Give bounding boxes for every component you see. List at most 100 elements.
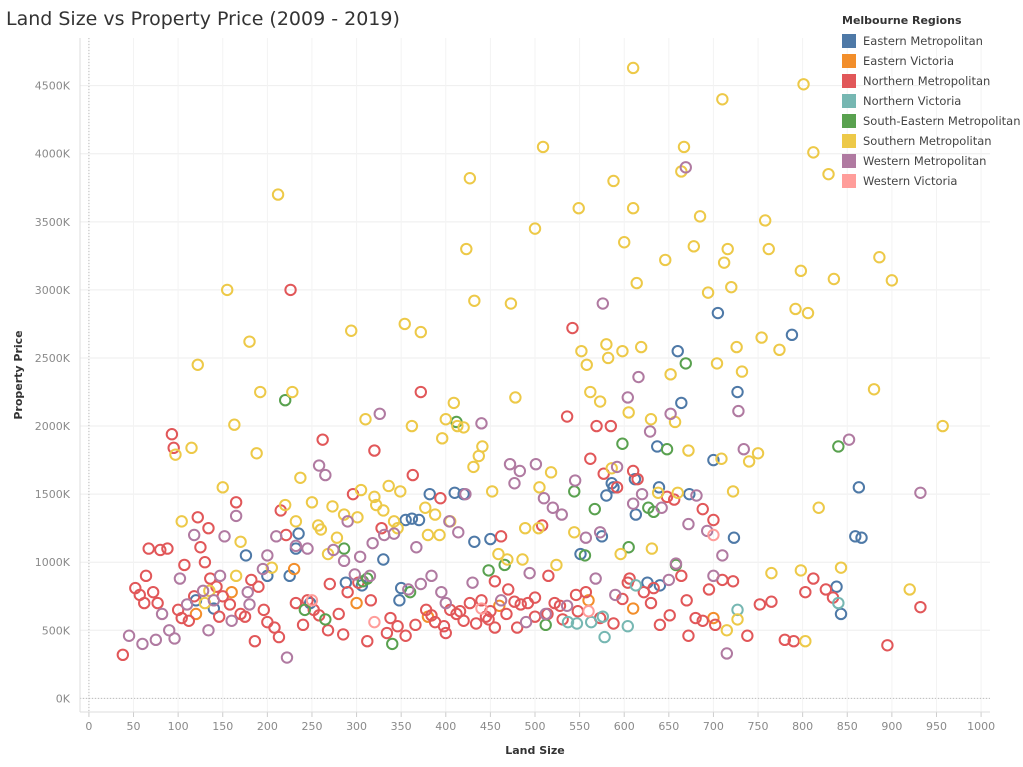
data-point	[421, 528, 435, 542]
data-point	[146, 585, 160, 599]
data-point	[645, 542, 659, 555]
data-point	[707, 513, 720, 527]
data-point	[812, 501, 825, 514]
data-point	[243, 335, 256, 348]
data-point	[406, 468, 419, 482]
data-point	[198, 556, 212, 569]
data-point	[185, 441, 198, 455]
data-point	[271, 188, 285, 201]
data-point	[717, 256, 731, 269]
data-point	[590, 419, 603, 433]
data-point	[509, 391, 522, 404]
data-point	[138, 596, 151, 610]
data-point	[523, 566, 536, 580]
legend[interactable]: Melbourne Regions Eastern Metropolitan Ea…	[842, 14, 1021, 191]
data-point	[207, 594, 221, 607]
data-point	[643, 425, 657, 438]
legend-item[interactable]: Eastern Victoria	[842, 51, 1021, 71]
data-point	[391, 620, 404, 633]
data-point	[725, 280, 738, 294]
data-point	[588, 502, 601, 516]
data-point	[248, 634, 262, 648]
data-point	[337, 508, 351, 521]
data-point	[604, 419, 618, 433]
data-point	[773, 343, 786, 357]
data-point	[412, 513, 426, 527]
y-tick-label: 2500K	[35, 352, 71, 365]
data-point	[550, 558, 563, 572]
data-point	[289, 515, 303, 528]
data-point	[622, 541, 635, 554]
x-tick-label: 100	[168, 720, 189, 733]
data-point	[560, 599, 574, 612]
data-point	[593, 395, 607, 408]
data-point	[516, 553, 529, 566]
legend-item[interactable]: Eastern Metropolitan	[842, 31, 1021, 51]
data-point	[669, 557, 683, 570]
data-point	[223, 598, 237, 611]
data-point	[653, 618, 667, 632]
data-point	[546, 501, 560, 514]
data-point	[881, 639, 894, 652]
data-point	[410, 541, 423, 554]
data-point	[830, 580, 843, 593]
data-point	[807, 146, 820, 159]
data-point	[287, 562, 301, 576]
data-point	[292, 527, 305, 540]
data-point	[528, 591, 542, 604]
data-point	[359, 413, 372, 426]
data-point	[402, 583, 415, 596]
data-point	[647, 581, 660, 595]
data-point	[762, 242, 775, 256]
data-point	[622, 406, 635, 419]
data-point	[218, 530, 231, 543]
data-point	[414, 385, 428, 399]
x-tick-label: 500	[525, 720, 546, 733]
data-point	[161, 542, 174, 555]
data-point	[494, 530, 508, 543]
data-point	[330, 531, 344, 544]
y-axis-title: Property Price	[12, 330, 25, 419]
legend-item[interactable]: Southern Metropolitan	[842, 131, 1021, 151]
data-point	[731, 385, 744, 399]
y-tick-label: 4000K	[35, 148, 71, 161]
data-point	[629, 508, 643, 521]
data-point	[482, 564, 495, 577]
data-point	[368, 444, 381, 457]
data-point	[873, 251, 886, 264]
data-point	[720, 624, 734, 637]
data-point	[679, 357, 692, 370]
data-point	[605, 462, 618, 475]
legend-item[interactable]: Northern Victoria	[842, 91, 1021, 111]
data-point	[716, 93, 729, 106]
legend-label: South-Eastern Metropolitan	[863, 114, 1021, 128]
data-point	[414, 577, 428, 591]
data-point	[368, 615, 381, 629]
data-point	[580, 358, 593, 371]
legend-swatch	[842, 34, 856, 48]
data-point	[463, 596, 477, 610]
data-point	[439, 413, 452, 426]
data-point	[425, 569, 438, 583]
data-point	[468, 294, 481, 307]
data-point	[428, 508, 442, 521]
data-point	[660, 443, 674, 456]
data-point	[867, 383, 881, 396]
x-tick-label: 950	[926, 720, 947, 733]
data-point	[827, 272, 841, 286]
data-point	[834, 607, 848, 621]
data-point	[715, 452, 728, 465]
data-point	[261, 549, 274, 562]
legend-item[interactable]: Western Victoria	[842, 171, 1021, 191]
legend-item[interactable]: Western Metropolitan	[842, 151, 1021, 171]
legend-item[interactable]: South-Eastern Metropolitan	[842, 111, 1021, 131]
data-point	[662, 573, 676, 587]
legend-item[interactable]: Northern Metropolitan	[842, 71, 1021, 91]
data-point	[621, 620, 634, 633]
data-point	[476, 440, 489, 453]
x-tick-label: 750	[748, 720, 769, 733]
x-tick-label: 50	[127, 720, 141, 733]
data-point	[425, 609, 438, 622]
data-point	[433, 528, 446, 542]
data-point	[682, 629, 695, 642]
